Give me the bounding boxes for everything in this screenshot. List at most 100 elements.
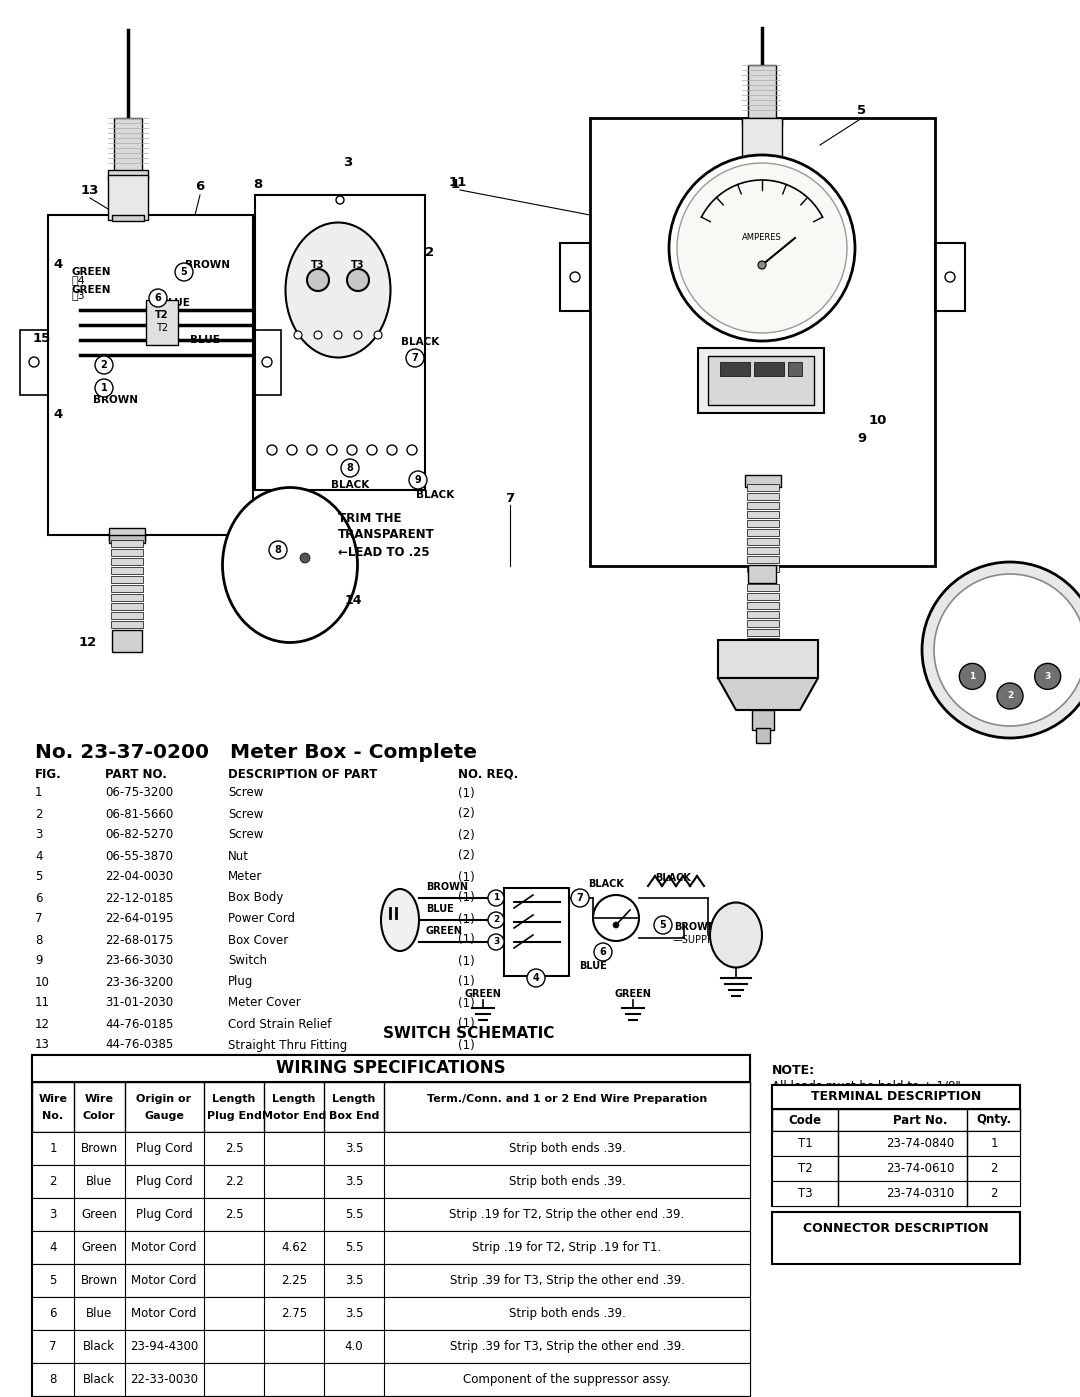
Text: 06-55-3870: 06-55-3870 <box>105 849 173 862</box>
Text: Black: Black <box>83 1373 114 1386</box>
Text: T2: T2 <box>798 1162 812 1175</box>
Bar <box>561 243 590 312</box>
Bar <box>32 1264 750 1296</box>
Circle shape <box>334 331 342 339</box>
Text: FIG.: FIG. <box>35 767 62 781</box>
Text: Black: Black <box>83 1340 114 1354</box>
Text: 5: 5 <box>35 870 42 883</box>
Text: Brown: Brown <box>80 1274 118 1287</box>
Circle shape <box>527 970 545 988</box>
Bar <box>111 585 143 592</box>
Text: 12: 12 <box>35 1017 50 1031</box>
Text: (2): (2) <box>458 849 475 862</box>
Bar <box>747 602 779 609</box>
Text: Plug Cord: Plug Cord <box>136 1175 192 1187</box>
Text: Meter: Meter <box>228 870 262 883</box>
Bar <box>112 630 141 652</box>
Bar <box>747 483 779 490</box>
Bar <box>747 493 779 500</box>
Text: GREEN: GREEN <box>464 989 501 999</box>
Bar <box>772 1085 1020 1206</box>
Circle shape <box>959 664 985 689</box>
Text: (1): (1) <box>458 975 475 989</box>
Circle shape <box>347 270 369 291</box>
Text: Box Body: Box Body <box>228 891 283 904</box>
Text: T2: T2 <box>156 323 168 332</box>
Text: Length: Length <box>272 1094 315 1104</box>
Text: Nut: Nut <box>228 849 249 862</box>
Text: NOTE:: NOTE: <box>772 1063 815 1077</box>
Bar <box>21 330 48 395</box>
Bar <box>708 356 814 405</box>
Text: 6: 6 <box>599 947 606 957</box>
Text: SWITCH SCHEMATIC: SWITCH SCHEMATIC <box>383 1025 554 1041</box>
Text: 3.5: 3.5 <box>345 1308 363 1320</box>
Text: Motor End: Motor End <box>261 1111 326 1120</box>
Text: 06-75-3200: 06-75-3200 <box>105 787 173 799</box>
Text: PART NO.: PART NO. <box>105 767 167 781</box>
Circle shape <box>409 471 427 489</box>
Bar <box>747 647 779 654</box>
Ellipse shape <box>381 888 419 951</box>
Circle shape <box>654 916 672 935</box>
Text: 10: 10 <box>35 975 50 989</box>
Text: 2: 2 <box>35 807 42 820</box>
Text: 4: 4 <box>53 408 63 422</box>
Bar <box>754 362 784 376</box>
Bar <box>747 638 779 645</box>
Text: 5.5: 5.5 <box>345 1208 363 1221</box>
Circle shape <box>934 574 1080 726</box>
Text: 8: 8 <box>35 933 42 947</box>
Text: Plug Cord: Plug Cord <box>136 1141 192 1155</box>
Text: BLACK: BLACK <box>656 873 691 883</box>
Text: 15: 15 <box>32 331 51 345</box>
Bar <box>32 1231 750 1264</box>
Circle shape <box>367 446 377 455</box>
Text: (1): (1) <box>458 1017 475 1031</box>
Text: 9: 9 <box>35 954 42 968</box>
Text: 13: 13 <box>35 1038 50 1052</box>
Circle shape <box>406 349 424 367</box>
Text: 10: 10 <box>868 414 887 426</box>
Text: 4.62: 4.62 <box>281 1241 307 1255</box>
Bar <box>748 564 777 583</box>
Text: 1: 1 <box>450 179 460 191</box>
Bar <box>772 1180 1020 1206</box>
Text: 6: 6 <box>195 180 204 194</box>
Text: 2: 2 <box>990 1162 998 1175</box>
Text: (1): (1) <box>458 912 475 925</box>
Bar <box>32 1132 750 1165</box>
Text: 8: 8 <box>50 1373 56 1386</box>
Text: (1): (1) <box>458 996 475 1010</box>
Bar <box>718 640 818 678</box>
Text: GREEN: GREEN <box>615 989 651 999</box>
Text: 2: 2 <box>1007 692 1013 700</box>
Text: Gauge: Gauge <box>144 1111 184 1120</box>
Text: 7: 7 <box>411 353 418 363</box>
Bar <box>32 1083 750 1132</box>
Circle shape <box>613 922 619 928</box>
Bar <box>747 548 779 555</box>
Text: Switch: Switch <box>228 954 267 968</box>
Text: 11: 11 <box>35 996 50 1010</box>
Circle shape <box>341 460 359 476</box>
Text: 2: 2 <box>990 1187 998 1200</box>
Bar <box>935 243 966 312</box>
Bar <box>752 710 774 731</box>
Text: Meter Cover: Meter Cover <box>228 996 300 1010</box>
Text: 8: 8 <box>254 179 262 191</box>
Text: GREEN: GREEN <box>426 926 463 936</box>
Bar <box>747 538 779 545</box>
Circle shape <box>593 895 639 942</box>
Bar <box>111 549 143 556</box>
Text: AMPERES: AMPERES <box>742 233 782 243</box>
Text: 2.5: 2.5 <box>225 1208 243 1221</box>
Text: 3: 3 <box>35 828 42 841</box>
Text: BROWN: BROWN <box>935 659 980 671</box>
Text: TRIM THE: TRIM THE <box>338 511 402 524</box>
Text: 23-74-0840: 23-74-0840 <box>886 1137 954 1150</box>
Text: 8: 8 <box>274 545 282 555</box>
Text: Screw: Screw <box>228 828 264 841</box>
Circle shape <box>175 263 193 281</box>
Text: No. 23-37-0200   Meter Box - Complete: No. 23-37-0200 Meter Box - Complete <box>35 742 477 761</box>
